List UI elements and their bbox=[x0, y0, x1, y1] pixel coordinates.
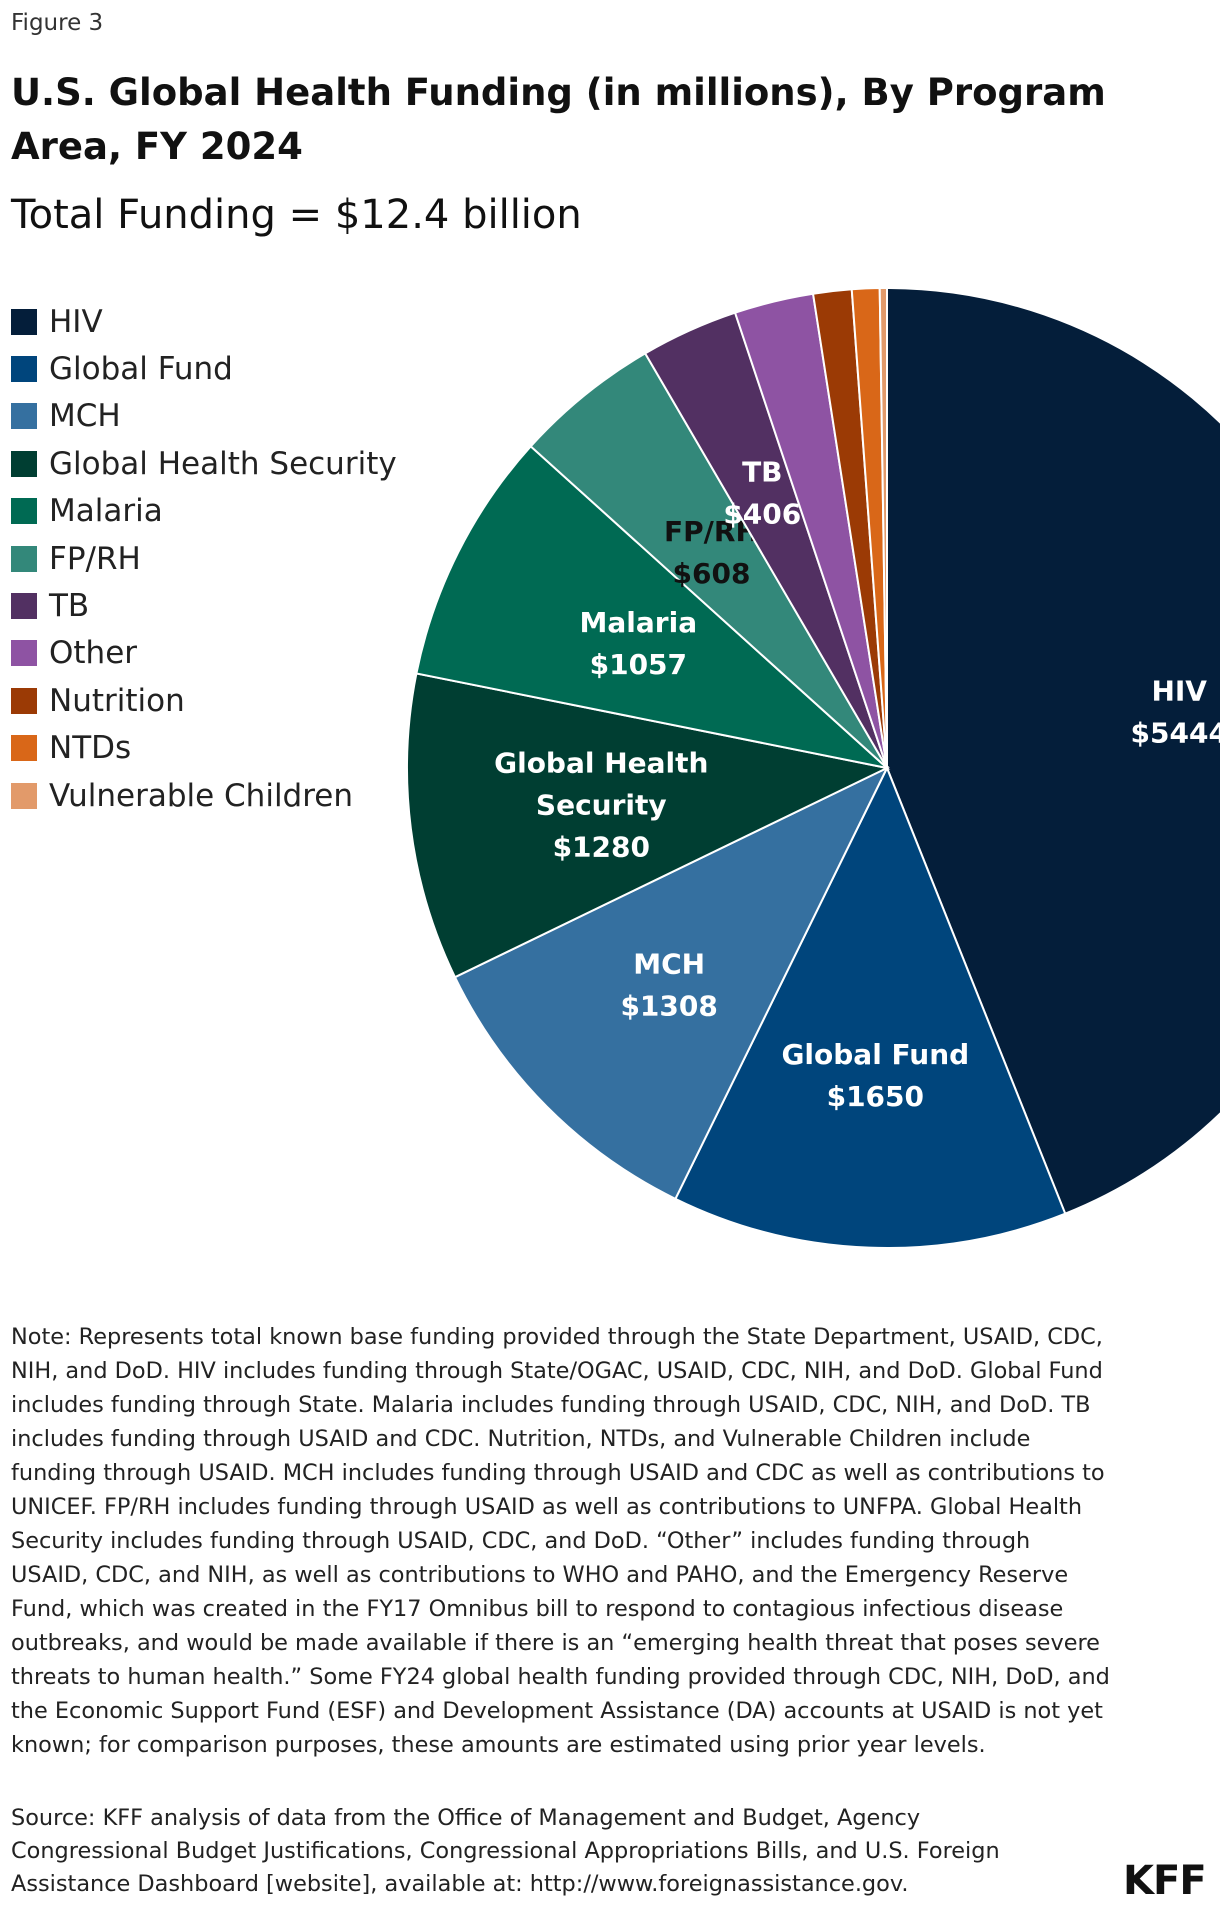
pie-slice-global-health-security bbox=[406, 672, 891, 979]
legend-label-global-fund: Global Fund bbox=[49, 351, 233, 388]
pie-slice-global-fund bbox=[674, 765, 1067, 1249]
legend-swatch-fp-rh bbox=[11, 545, 37, 572]
slice-label-hiv-name: HIV bbox=[1151, 675, 1207, 708]
slice-label-mch-value: $1308 bbox=[620, 990, 717, 1023]
slice-label-tb-name: TB bbox=[742, 456, 782, 489]
kff-logo: KFF bbox=[1123, 1858, 1207, 1904]
slice-label-hiv-value: $5444 bbox=[1131, 717, 1220, 750]
legend-swatch-malaria bbox=[11, 498, 37, 525]
legend-item-mch: MCH bbox=[11, 393, 397, 440]
pie-slice-hiv bbox=[886, 286, 1220, 1215]
legend-label-malaria: Malaria bbox=[49, 493, 163, 530]
legend-item-other: Other bbox=[11, 630, 397, 677]
legend-item-vulnerable-children: Vulnerable Children bbox=[11, 772, 397, 819]
legend-swatch-vulnerable-children bbox=[11, 782, 37, 809]
chart-title: U.S. Global Health Funding (in millions)… bbox=[11, 71, 1106, 168]
slice-label-global-health-security-name: Global Health bbox=[494, 746, 708, 779]
figure-label: Figure 3 bbox=[11, 10, 104, 36]
legend-swatch-global-fund bbox=[11, 356, 37, 383]
pie-slice-malaria bbox=[415, 444, 891, 770]
slice-label-malaria-value: $1057 bbox=[590, 648, 687, 681]
legend-item-global-fund: Global Fund bbox=[11, 345, 397, 392]
legend-item-fp-rh: FP/RH bbox=[11, 535, 397, 582]
legend-swatch-hiv bbox=[11, 308, 37, 335]
legend-item-global-health-security: Global Health Security bbox=[11, 440, 397, 487]
pie-slice-vulnerable-children bbox=[878, 286, 888, 769]
legend-label-mch: MCH bbox=[49, 398, 121, 435]
legend-label-hiv: HIV bbox=[49, 303, 103, 340]
legend-swatch-global-health-security bbox=[11, 450, 37, 477]
legend-label-ntds: NTDs bbox=[49, 730, 132, 767]
slice-label-global-health-security-name: Security bbox=[536, 788, 667, 821]
slice-label-fp-rh-value: $608 bbox=[673, 557, 751, 590]
legend-label-fp-rh: FP/RH bbox=[49, 540, 141, 577]
pie-slice-mch bbox=[453, 765, 890, 1201]
slice-label-malaria-name: Malaria bbox=[580, 606, 698, 639]
legend-label-global-health-security: Global Health Security bbox=[49, 445, 397, 482]
slice-label-global-fund-value: $1650 bbox=[827, 1080, 924, 1113]
slice-label-mch-name: MCH bbox=[633, 948, 705, 981]
legend-swatch-other bbox=[11, 640, 37, 667]
legend-label-vulnerable-children: Vulnerable Children bbox=[49, 777, 354, 814]
slice-label-tb-value: $406 bbox=[723, 498, 801, 531]
legend-swatch-mch bbox=[11, 403, 37, 430]
legend-item-ntds: NTDs bbox=[11, 725, 397, 772]
legend-swatch-ntds bbox=[11, 735, 37, 762]
legend-item-hiv: HIV bbox=[11, 298, 397, 345]
slice-label-global-health-security-value: $1280 bbox=[553, 830, 650, 863]
legend-item-tb: TB bbox=[11, 582, 397, 629]
pie-slice-fp-rh bbox=[529, 351, 888, 769]
legend-item-malaria: Malaria bbox=[11, 488, 397, 535]
slice-label-global-fund-name: Global Fund bbox=[781, 1038, 969, 1071]
legend-item-nutrition: Nutrition bbox=[11, 677, 397, 724]
legend-label-other: Other bbox=[49, 635, 138, 672]
footnote: Note: Represents total known base fundin… bbox=[11, 1324, 1110, 1758]
pie-chart: HIV $5444 Global Fund $1650 MCH $1308 Global H… bbox=[406, 286, 1220, 1249]
legend-label-nutrition: Nutrition bbox=[49, 682, 185, 719]
legend-label-tb: TB bbox=[49, 588, 90, 625]
legend-swatch-nutrition bbox=[11, 687, 37, 714]
legend-swatch-tb bbox=[11, 593, 37, 620]
legend: HIV Global Fund MCH Global Health Security M… bbox=[11, 298, 397, 819]
source-note: Source: KFF analysis of data from the Of… bbox=[11, 1805, 1000, 1897]
chart-subtitle: Total Funding = $12.4 billion bbox=[11, 192, 582, 238]
